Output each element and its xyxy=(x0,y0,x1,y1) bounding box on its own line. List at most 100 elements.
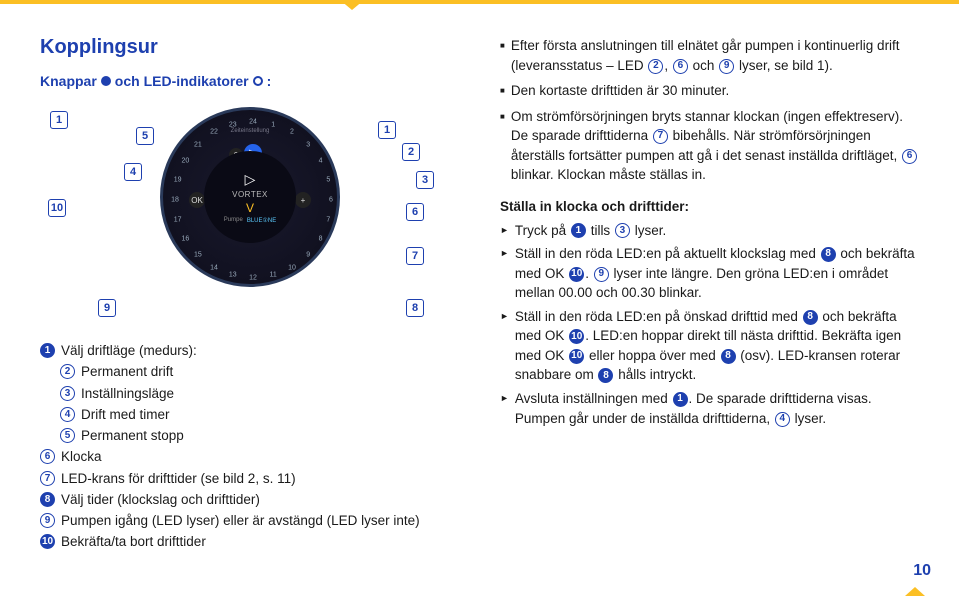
inline-ring-2: 2 xyxy=(648,59,663,74)
legend-text: Klocka xyxy=(61,447,102,467)
zeit-label: Zeiteinstellung xyxy=(231,128,270,134)
button-dot-icon xyxy=(101,76,111,86)
badge-3: 3 xyxy=(60,386,75,401)
subtitle: Knappar och LED-indikatorer : xyxy=(40,73,460,89)
hour-mark: 10 xyxy=(288,264,296,271)
diagram: Zeiteinstellung 0 ▷ ◷ OK + ▷ VORTEX V Pu… xyxy=(40,99,460,329)
hour-mark: 23 xyxy=(229,121,237,128)
legend-text: Drift med timer xyxy=(81,405,170,425)
step-text: Tryck på 1 tills 3 lyser. xyxy=(515,221,666,241)
inline-badge-8: 8 xyxy=(803,310,818,325)
legend-row: 6 Klocka xyxy=(40,447,460,467)
legend-row: 10Bekräfta/ta bort drifttider xyxy=(40,532,460,552)
inline-ring-6: 6 xyxy=(673,59,688,74)
inline-ring-9: 9 xyxy=(719,59,734,74)
badge-1: 1 xyxy=(40,343,55,358)
hour-mark: 20 xyxy=(182,158,190,165)
bullet-text: Den kortaste drifttiden är 30 minuter. xyxy=(511,81,729,101)
step-item: Ställ in den röda LED:en på önskad drift… xyxy=(500,307,919,385)
subtitle-pre: Knappar xyxy=(40,73,97,89)
callout-3: 3 xyxy=(416,171,434,189)
inline-ring-3: 3 xyxy=(615,223,630,238)
section-title: Ställa in klocka och drifttider: xyxy=(500,197,919,217)
bottom-triangle xyxy=(905,587,925,596)
badge-5: 5 xyxy=(60,428,75,443)
dial: Zeiteinstellung 0 ▷ ◷ OK + ▷ VORTEX V Pu… xyxy=(160,107,340,287)
subtitle-post: : xyxy=(267,73,272,89)
step-item: Tryck på 1 tills 3 lyser. xyxy=(500,221,919,241)
ok-button: OK xyxy=(189,192,205,208)
inline-ring-4: 4 xyxy=(775,412,790,427)
hour-mark: 17 xyxy=(174,217,182,224)
hour-mark: 3 xyxy=(306,141,310,148)
callout-2: 2 xyxy=(402,143,420,161)
top-notch xyxy=(340,0,364,10)
hour-mark: 4 xyxy=(319,158,323,165)
legend-text: LED-krans för drifttider (se bild 2, s. … xyxy=(61,469,296,489)
hour-mark: 12 xyxy=(249,275,257,282)
hour-mark: 8 xyxy=(319,236,323,243)
hour-mark: 9 xyxy=(306,252,310,259)
legend-row: 8 Välj tider (klockslag och drifttider) xyxy=(40,490,460,510)
badge-4: 4 xyxy=(60,407,75,422)
page-title: Kopplingsur xyxy=(40,36,460,59)
hour-mark: 21 xyxy=(194,141,202,148)
legend-text: Permanent drift xyxy=(81,362,173,382)
step-text: Ställ in den röda LED:en på önskad drift… xyxy=(515,307,919,385)
vortex-label: VORTEX xyxy=(232,190,268,199)
hour-mark: 7 xyxy=(326,217,330,224)
badge-9: 9 xyxy=(40,513,55,528)
legend-row: 5 Permanent stopp xyxy=(40,426,460,446)
right-column: Efter första anslutningen till elnätet g… xyxy=(500,36,919,554)
page-content: Kopplingsur Knappar och LED-indikatorer … xyxy=(0,0,959,574)
hour-mark: 14 xyxy=(210,264,218,271)
blueone-label: BLUE①NE xyxy=(247,217,276,224)
v-icon: V xyxy=(246,201,254,215)
legend-text: Välj tider (klockslag och drifttider) xyxy=(61,490,260,510)
callout-1: 1 xyxy=(50,111,68,129)
legend-text: Bekräfta/ta bort drifttider xyxy=(61,532,206,552)
badge-7: 7 xyxy=(40,471,55,486)
callout-1: 1 xyxy=(378,121,396,139)
inline-badge-10: 10 xyxy=(569,267,584,282)
legend-row: 2Permanent drift xyxy=(40,362,460,382)
legend-text: Pumpen igång (LED lyser) eller är avstän… xyxy=(61,511,420,531)
legend-row: 9 Pumpen igång (LED lyser) eller är avstä… xyxy=(40,511,460,531)
legend-text: Permanent stopp xyxy=(81,426,184,446)
bullet-text: Om strömförsörjningen bryts stannar kloc… xyxy=(511,107,919,185)
led-ring-icon xyxy=(253,76,263,86)
callout-9: 9 xyxy=(98,299,116,317)
hour-mark: 24 xyxy=(249,119,257,126)
hour-mark: 18 xyxy=(171,197,179,204)
inline-ring-9: 9 xyxy=(594,267,609,282)
step-text: Ställ in den röda LED:en på aktuellt klo… xyxy=(515,244,919,303)
badge-6: 6 xyxy=(40,449,55,464)
legend-row: 4 Drift med timer xyxy=(40,405,460,425)
inline-badge-1: 1 xyxy=(571,223,586,238)
inline-badge-8: 8 xyxy=(598,368,613,383)
dial-center: ▷ VORTEX V Pumpe BLUE①NE xyxy=(204,151,296,243)
callout-5: 5 xyxy=(136,127,154,145)
hour-mark: 16 xyxy=(182,236,190,243)
bullet-text: Efter första anslutningen till elnätet g… xyxy=(511,36,919,75)
inline-badge-10: 10 xyxy=(569,329,584,344)
legend-row: 1Välj driftläge (medurs): xyxy=(40,341,460,361)
legend-list: 1Välj driftläge (medurs):2Permanent drif… xyxy=(40,341,460,553)
hour-mark: 22 xyxy=(210,129,218,136)
legend-row: 3 Inställningsläge xyxy=(40,384,460,404)
inline-ring-7: 7 xyxy=(653,129,668,144)
hour-mark: 2 xyxy=(290,129,294,136)
inline-badge-8: 8 xyxy=(821,247,836,262)
callout-8: 8 xyxy=(406,299,424,317)
step-item: Ställ in den röda LED:en på aktuellt klo… xyxy=(500,244,919,303)
badge-8: 8 xyxy=(40,492,55,507)
inline-ring-6: 6 xyxy=(902,149,917,164)
page-number: 10 xyxy=(913,562,931,580)
hour-mark: 13 xyxy=(229,272,237,279)
pumpe-label: Pumpe xyxy=(224,217,243,224)
bullet-item: Om strömförsörjningen bryts stannar kloc… xyxy=(500,107,919,185)
legend-text: Inställningsläge xyxy=(81,384,174,404)
step-text: Avsluta inställningen med 1. De sparade … xyxy=(515,389,919,428)
hour-mark: 15 xyxy=(194,252,202,259)
hour-mark: 1 xyxy=(271,121,275,128)
